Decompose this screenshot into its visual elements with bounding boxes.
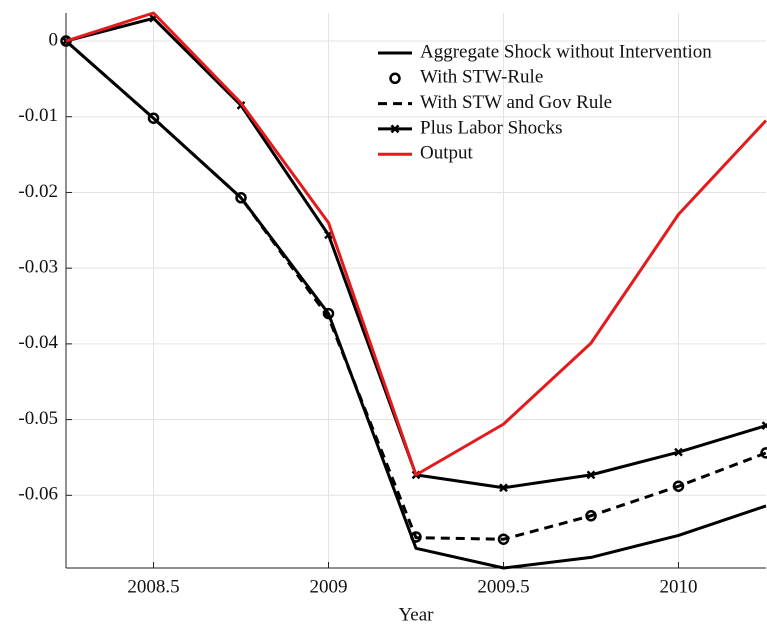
x-tick-label: 2009 — [310, 576, 348, 597]
marker — [235, 191, 247, 204]
y-tick-label: -0.02 — [18, 181, 58, 202]
x-tick-label: 2010 — [660, 576, 698, 597]
marker — [499, 483, 508, 493]
series-line — [65, 11, 767, 477]
y-tick-label: -0.05 — [18, 408, 58, 429]
y-tick-label: -0.01 — [18, 105, 58, 126]
y-tick-label: -0.04 — [18, 332, 58, 353]
x-tick-label: 2009.5 — [477, 576, 529, 597]
series-line — [65, 39, 767, 541]
y-tick-label: -0.03 — [18, 257, 58, 278]
y-tick-label: -0.06 — [18, 484, 58, 505]
legend-marker — [389, 72, 401, 85]
marker — [147, 112, 160, 124]
marker — [586, 470, 596, 480]
legend-label: Output — [420, 143, 474, 164]
series-line — [65, 39, 767, 570]
marker — [410, 531, 422, 543]
series-line — [65, 16, 767, 490]
x-tick-label: 2008.5 — [127, 576, 179, 597]
x-axis-label: Year — [398, 604, 434, 625]
y-tick-label: 0 — [49, 29, 59, 50]
marker — [674, 447, 683, 457]
legend-label: With STW-Rule — [420, 67, 543, 88]
legend-label: Plus Labor Shocks — [420, 117, 563, 138]
marker — [761, 421, 767, 431]
legend-label: Aggregate Shock without Intervention — [420, 41, 712, 62]
marker — [760, 447, 767, 459]
legend-marker — [390, 124, 400, 134]
legend-label: With STW and Gov Rule — [420, 92, 612, 113]
